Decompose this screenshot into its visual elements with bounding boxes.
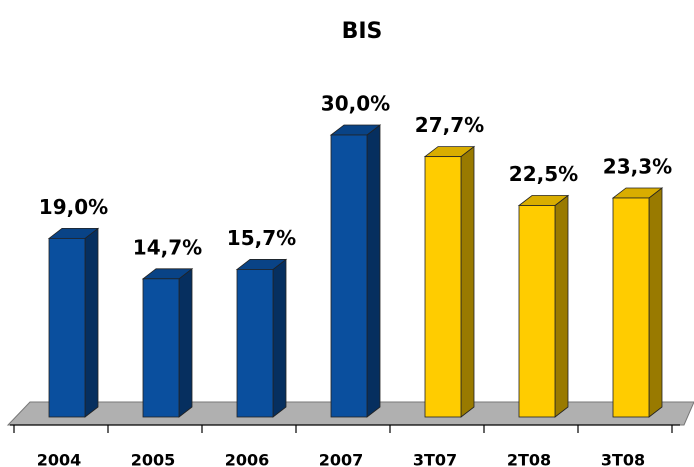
bar-front: [142, 278, 180, 418]
bar: [611, 187, 664, 418]
bar-front: [424, 156, 462, 418]
bar-front: [330, 134, 368, 418]
bar: [235, 258, 288, 418]
value-label: 27,7%: [415, 113, 484, 137]
x-tick-label: 2004: [37, 451, 82, 467]
x-tick-label: 2T08: [507, 451, 551, 467]
bar: [423, 145, 476, 418]
bar-side: [84, 227, 99, 418]
bar-front: [612, 197, 650, 418]
bar: [517, 194, 570, 418]
bar-side: [648, 187, 663, 418]
bar-side: [178, 268, 193, 418]
bar-side: [460, 145, 475, 418]
value-label: 30,0%: [321, 92, 390, 116]
bar: [47, 227, 100, 418]
x-tick-label: 3T07: [413, 451, 457, 467]
x-tick-label: 2007: [319, 451, 364, 467]
value-label: 22,5%: [509, 162, 578, 186]
x-tick-label: 2005: [131, 451, 176, 467]
bar-side: [554, 194, 569, 418]
bar-front: [518, 205, 556, 418]
bar: [141, 268, 194, 418]
x-tick-label: 2006: [225, 451, 270, 467]
bar-front: [48, 237, 86, 418]
value-label: 14,7%: [133, 235, 202, 259]
bar-side: [272, 258, 287, 418]
value-label: 19,0%: [39, 195, 108, 219]
x-tick-label: 3T08: [601, 451, 645, 467]
bar-side: [366, 124, 381, 418]
bar-front: [236, 269, 274, 418]
value-label: 15,7%: [227, 226, 296, 250]
value-label: 23,3%: [603, 154, 672, 178]
chart-title: BIS: [342, 19, 383, 44]
bar: [329, 124, 382, 418]
